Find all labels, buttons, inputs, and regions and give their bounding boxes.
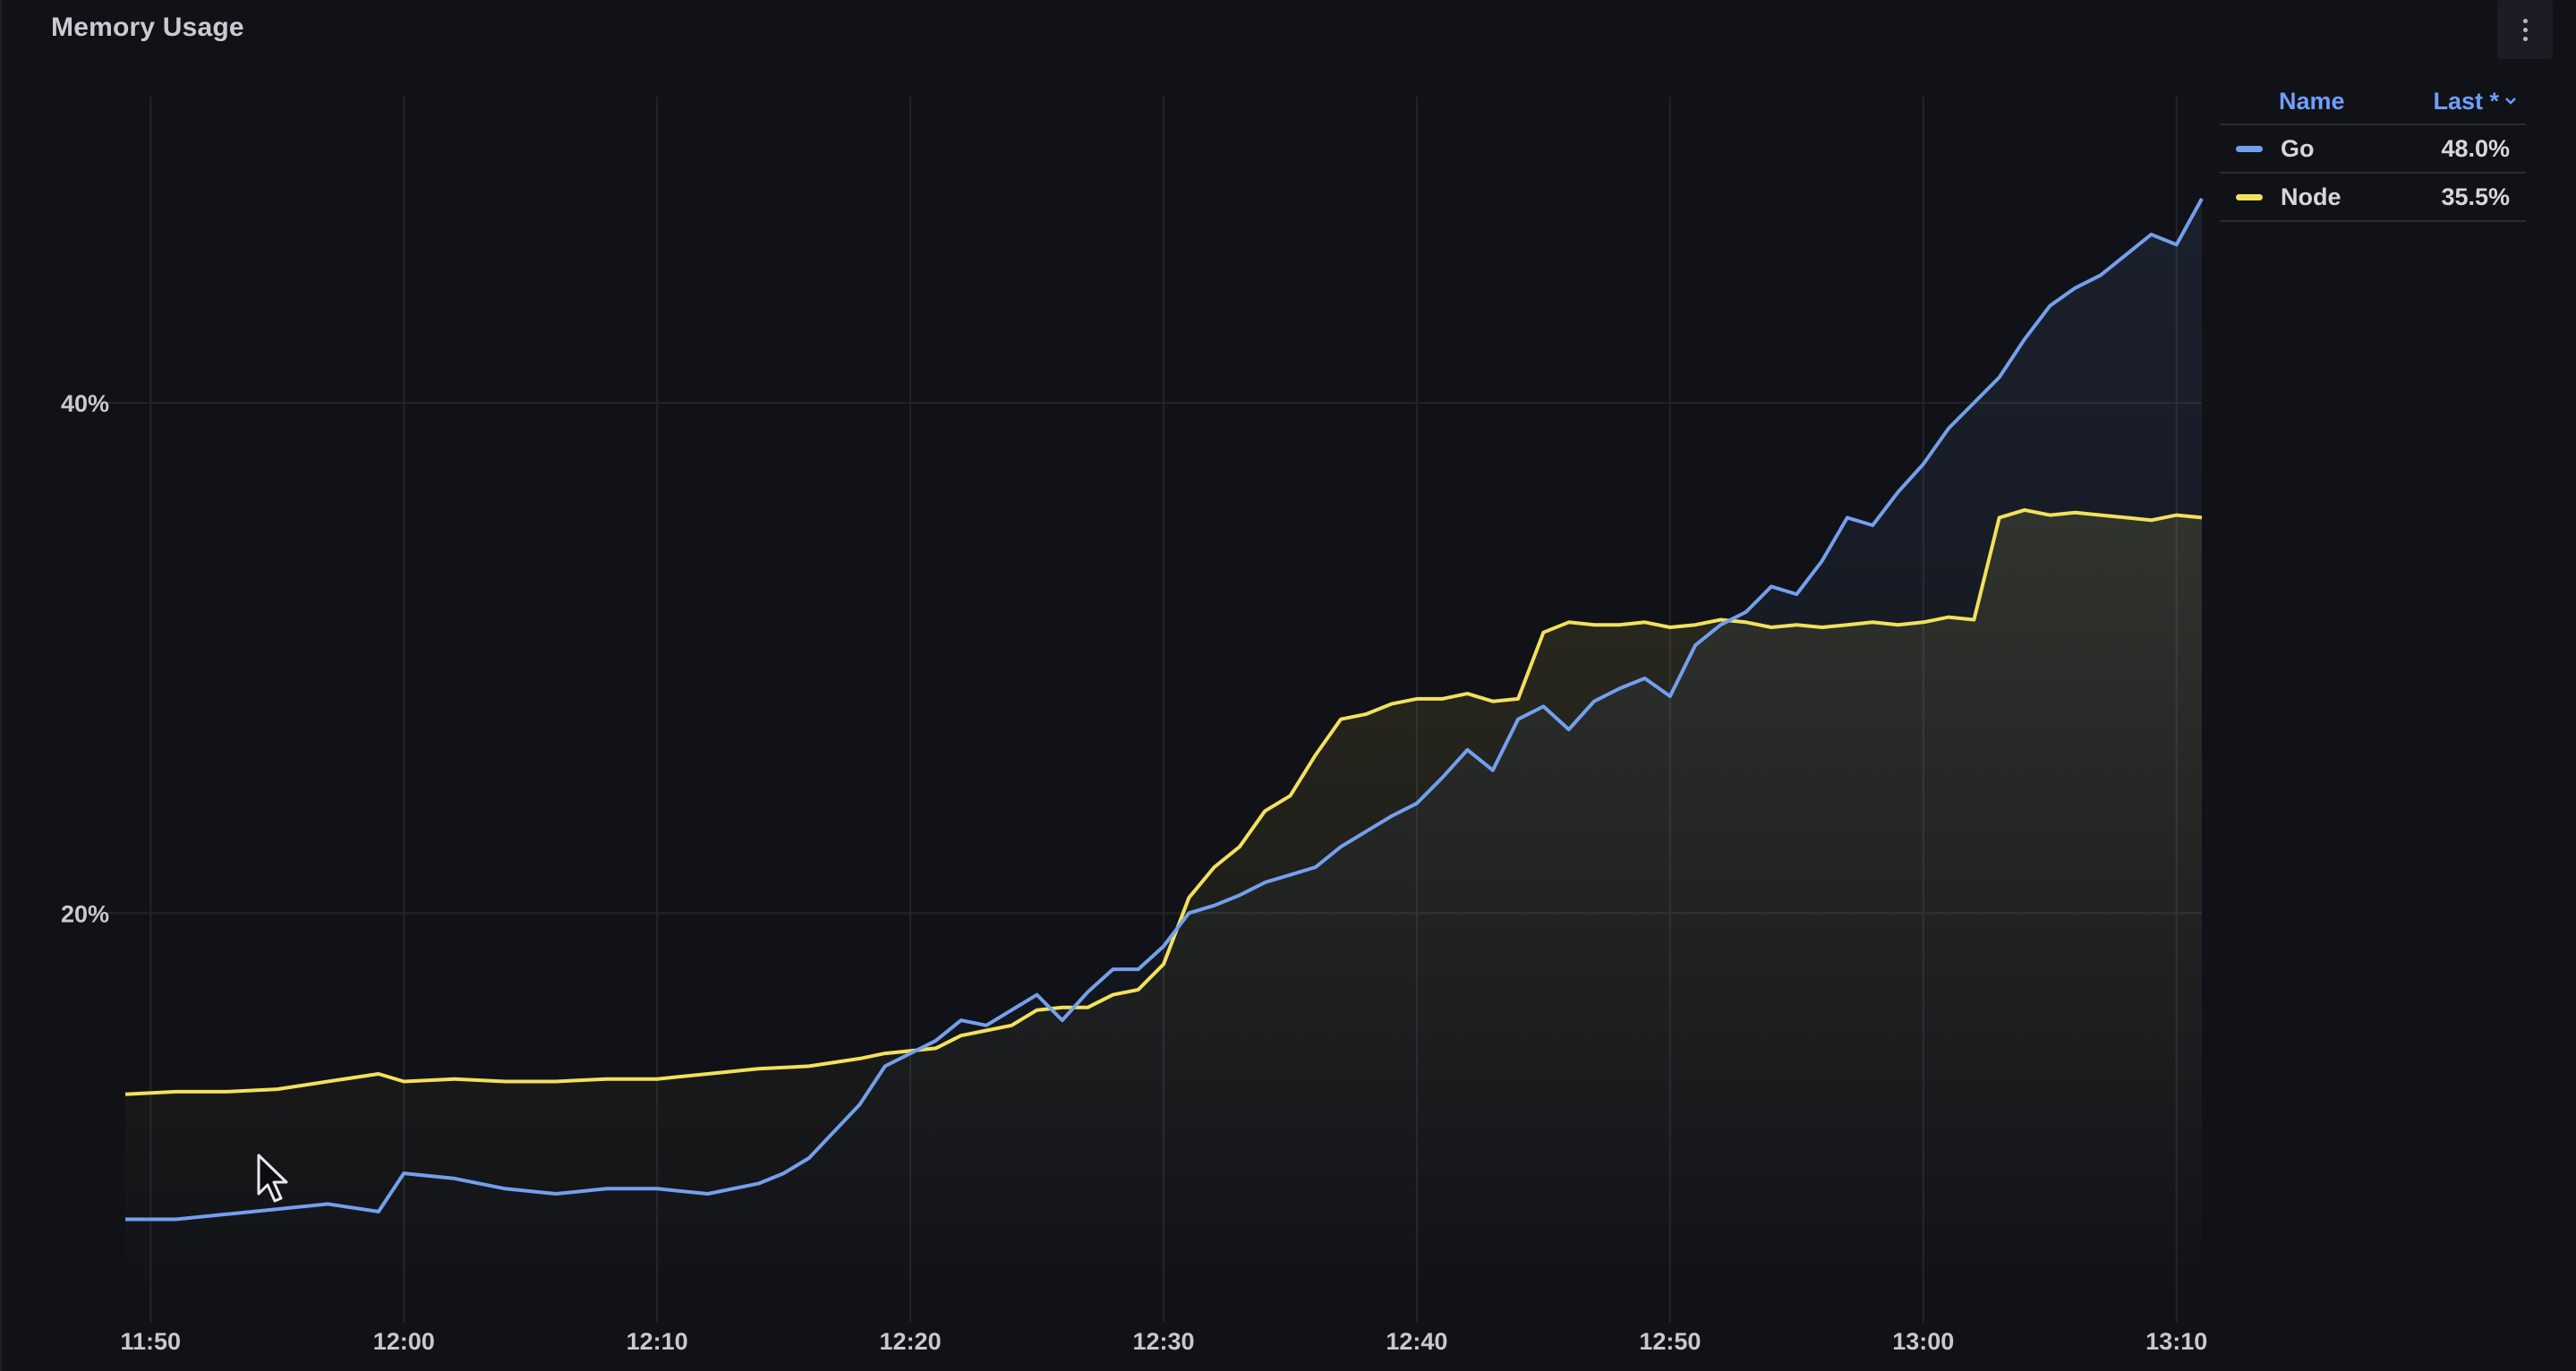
legend-table: Name Last * Go 48.0% Node 35.5%	[2220, 79, 2526, 222]
legend-item-go[interactable]: Go 48.0%	[2220, 125, 2526, 174]
legend-label-go: Go	[2281, 134, 2315, 162]
x-tick-label: 12:30	[1132, 1328, 1194, 1355]
y-tick-label: 20%	[61, 900, 109, 927]
panel-menu-button[interactable]	[2497, 0, 2553, 59]
x-tick-label: 13:00	[1892, 1328, 1954, 1355]
legend-swatch-node	[2236, 193, 2263, 200]
legend-name-header[interactable]: Name	[2279, 87, 2345, 115]
legend-value-go: 48.0%	[2441, 134, 2510, 162]
x-tick-label: 11:50	[121, 1328, 182, 1355]
x-tick-label: 12:40	[1386, 1328, 1447, 1355]
y-tick-label: 40%	[61, 390, 109, 417]
legend-value-node: 35.5%	[2441, 183, 2510, 210]
legend-label-node: Node	[2281, 183, 2341, 210]
mouse-pointer-icon	[257, 1154, 288, 1203]
panel-title: Memory Usage	[51, 13, 244, 42]
legend-last-header[interactable]: Last *	[2433, 88, 2517, 115]
series-line-node[interactable]	[124, 507, 2203, 1096]
chevron-down-icon	[2505, 98, 2516, 105]
legend-header: Name Last *	[2220, 79, 2526, 125]
series-area-go	[125, 199, 2202, 1296]
legend-last-header-label: Last *	[2433, 87, 2499, 115]
legend-item-node[interactable]: Node 35.5%	[2220, 174, 2526, 222]
x-tick-label: 13:10	[2145, 1328, 2207, 1355]
x-tick-label: 12:10	[627, 1328, 688, 1355]
series-line-go[interactable]	[125, 198, 2204, 1222]
legend-swatch-go	[2236, 145, 2263, 152]
x-tick-label: 12:50	[1639, 1328, 1701, 1355]
x-tick-label: 12:00	[373, 1328, 435, 1355]
x-tick-label: 12:20	[880, 1328, 942, 1355]
vertical-ellipsis-icon	[2522, 18, 2528, 41]
